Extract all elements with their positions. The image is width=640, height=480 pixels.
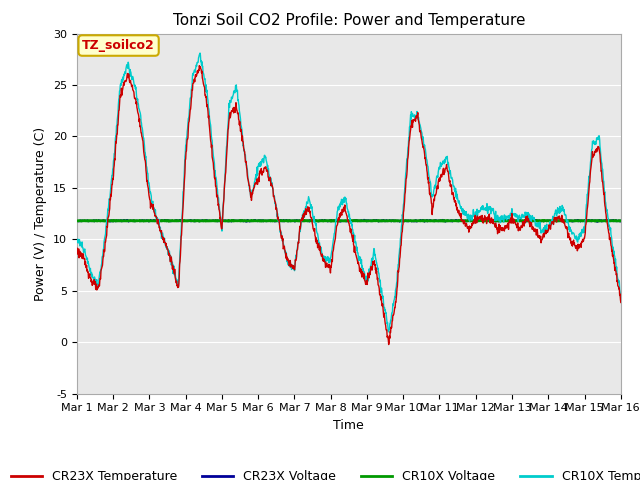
Y-axis label: Power (V) / Temperature (C): Power (V) / Temperature (C) [35, 127, 47, 300]
Title: Tonzi Soil CO2 Profile: Power and Temperature: Tonzi Soil CO2 Profile: Power and Temper… [173, 13, 525, 28]
Legend: CR23X Temperature, CR23X Voltage, CR10X Voltage, CR10X Temperature: CR23X Temperature, CR23X Voltage, CR10X … [6, 465, 640, 480]
Text: TZ_soilco2: TZ_soilco2 [82, 39, 155, 52]
X-axis label: Time: Time [333, 419, 364, 432]
